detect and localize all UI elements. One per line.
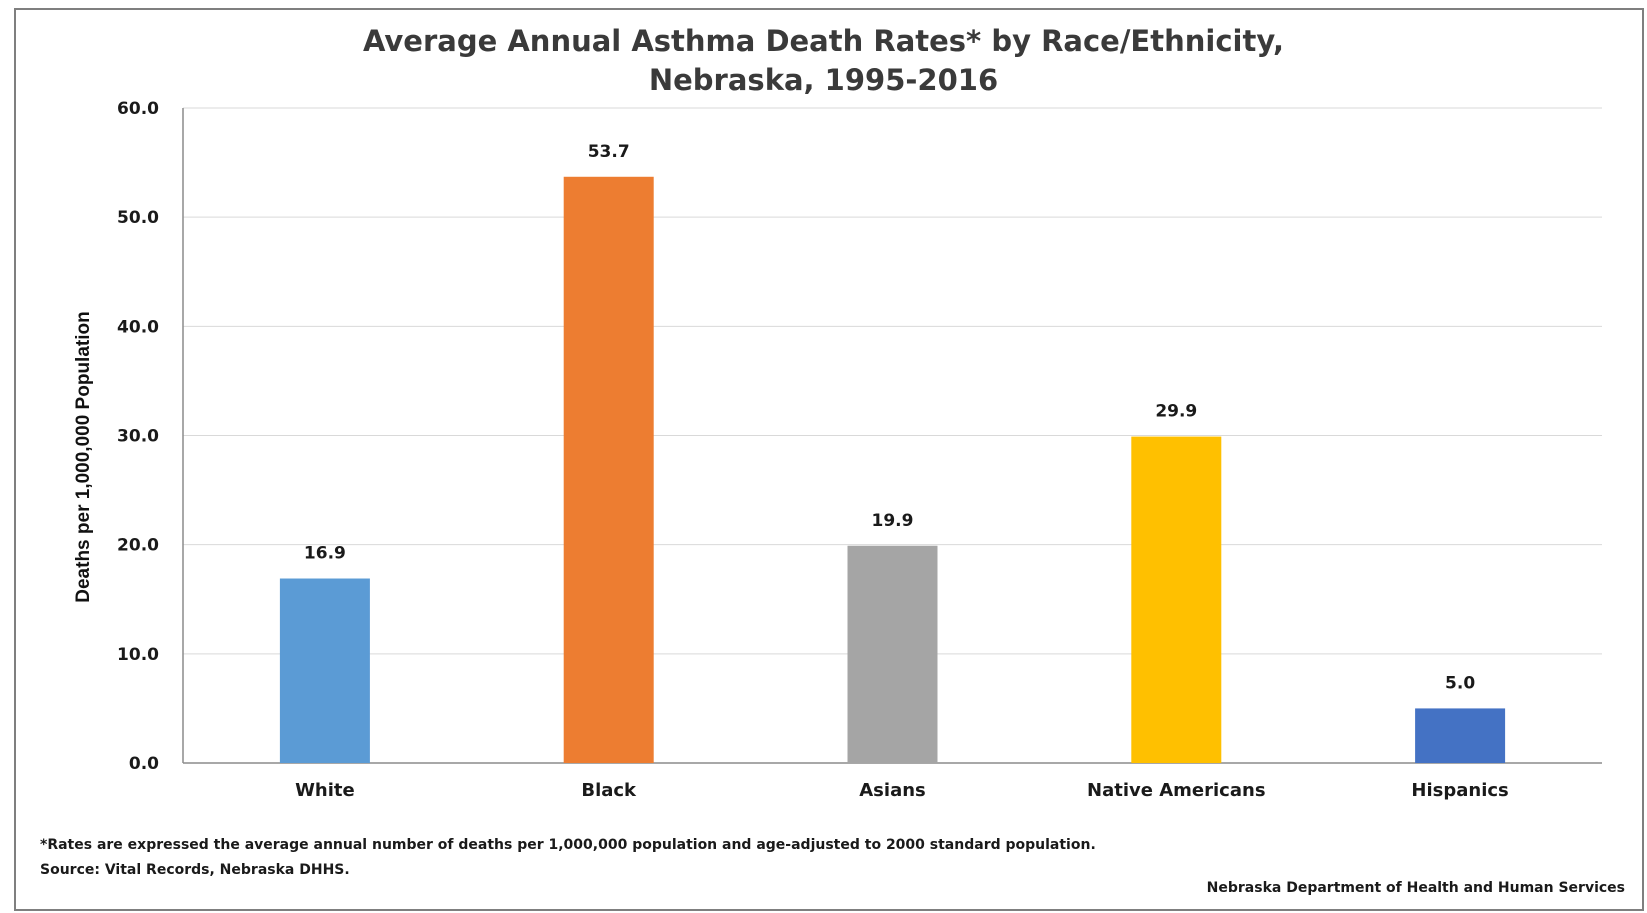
source-note: Source: Vital Records, Nebraska DHHS. (40, 862, 350, 878)
y-tick-label: 20.0 (117, 536, 159, 556)
y-tick-label: 30.0 (117, 427, 159, 447)
data-label: 16.9 (304, 544, 346, 564)
chart-title-line-1: Average Annual Asthma Death Rates* by Ra… (362, 24, 1284, 58)
category-label: White (295, 780, 355, 801)
bar-native-americans (1131, 436, 1222, 763)
category-label: Black (581, 780, 637, 801)
y-tick-label: 50.0 (117, 208, 159, 228)
bar-hispanics (1415, 708, 1506, 763)
bar-black (563, 176, 654, 763)
category-label: Native Americans (1087, 780, 1265, 801)
category-label: Hispanics (1411, 780, 1508, 801)
y-tick-label: 10.0 (117, 645, 159, 665)
data-label: 19.9 (872, 511, 914, 531)
data-label: 53.7 (588, 142, 630, 162)
chart-title-line-2: Nebraska, 1995-2016 (648, 63, 999, 97)
y-tick-label: 0.0 (129, 754, 159, 774)
chart-title: Average Annual Asthma Death Rates* by Ra… (0, 22, 1647, 100)
organization-credit: Nebraska Department of Health and Human … (1206, 880, 1625, 896)
data-label: 29.9 (1155, 402, 1197, 422)
data-label: 5.0 (1445, 673, 1475, 693)
y-tick-label: 40.0 (117, 317, 159, 337)
bar-asians (847, 545, 938, 763)
rate-footnote: *Rates are expressed the average annual … (40, 837, 1096, 853)
y-tick-label: 60.0 (117, 99, 159, 119)
category-label: Asians (859, 780, 926, 801)
bar-white (279, 578, 370, 763)
